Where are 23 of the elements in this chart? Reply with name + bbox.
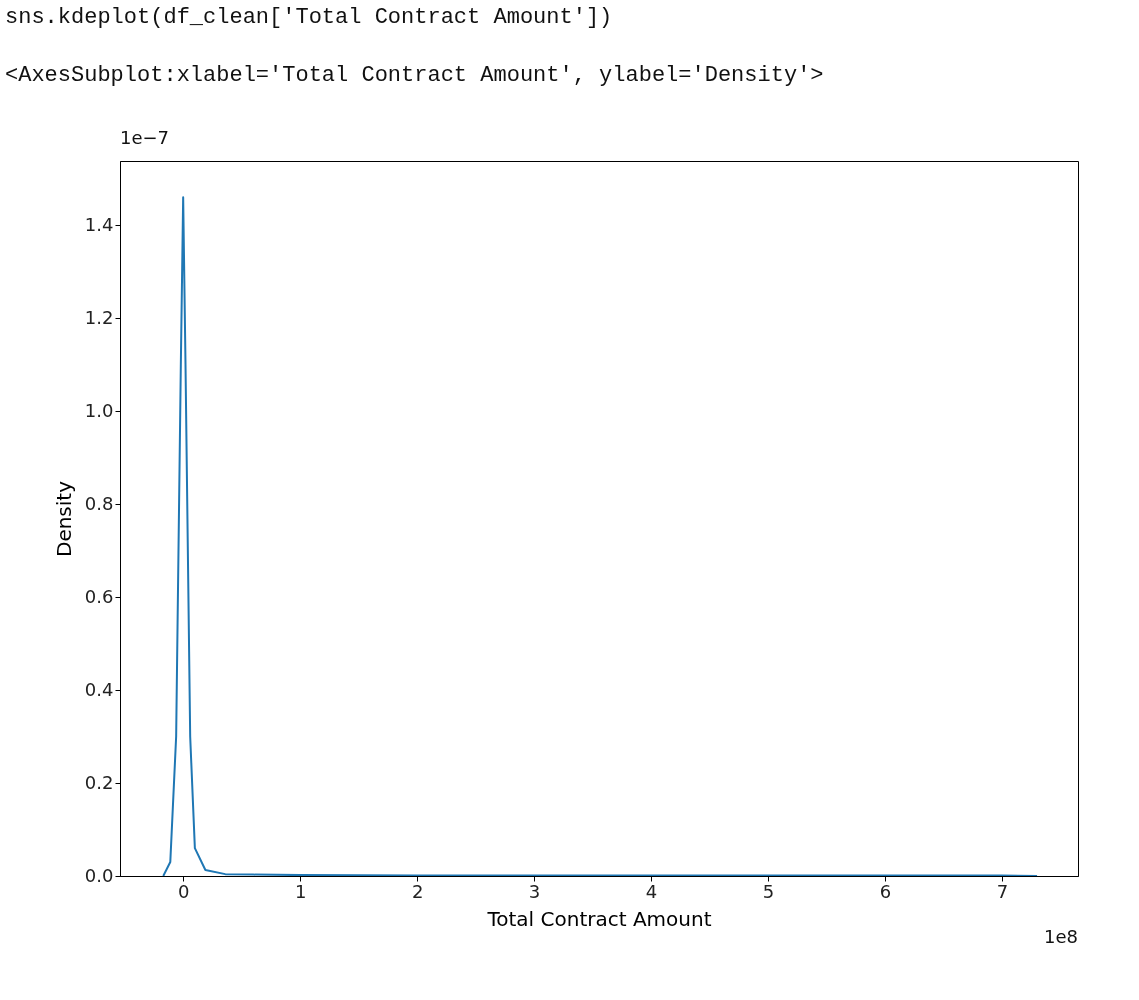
- y-axis-title: Density: [51, 480, 76, 558]
- x-tick-label: 1: [294, 880, 307, 902]
- y-tick-label: 0.2: [84, 771, 114, 793]
- x-tick-label: 3: [528, 880, 541, 902]
- y-tick-label: 1.4: [84, 213, 114, 235]
- x-tick-label: 5: [762, 880, 775, 902]
- y-tick-label: 0.4: [84, 678, 114, 700]
- x-tick-label: 4: [645, 880, 658, 902]
- text: 1e−7: [120, 127, 170, 148]
- line-series: [162, 196, 1039, 876]
- x-tick-label: 0: [177, 880, 190, 902]
- y-tick-label: 0.6: [84, 585, 114, 607]
- y-tick-label: 1.0: [84, 399, 114, 421]
- x-tick-label: 2: [411, 880, 424, 902]
- x-tick-label: 6: [879, 880, 892, 902]
- text: 1e8: [1044, 926, 1078, 947]
- text: <AxesSubplot:xlabel='Total Contract Amount', ylabel='Density'>: [5, 63, 824, 88]
- text: sns.kdeplot(df_clean['Total Contract Amount']): [5, 5, 613, 30]
- y-tick-label: 0.8: [84, 492, 114, 514]
- x-axis-title: Total Contract Amount: [486, 906, 712, 931]
- y-tick-label: 1.2: [84, 306, 114, 328]
- x-tick-label: 7: [996, 880, 1009, 902]
- y-tick-label: 0.0: [84, 864, 114, 886]
